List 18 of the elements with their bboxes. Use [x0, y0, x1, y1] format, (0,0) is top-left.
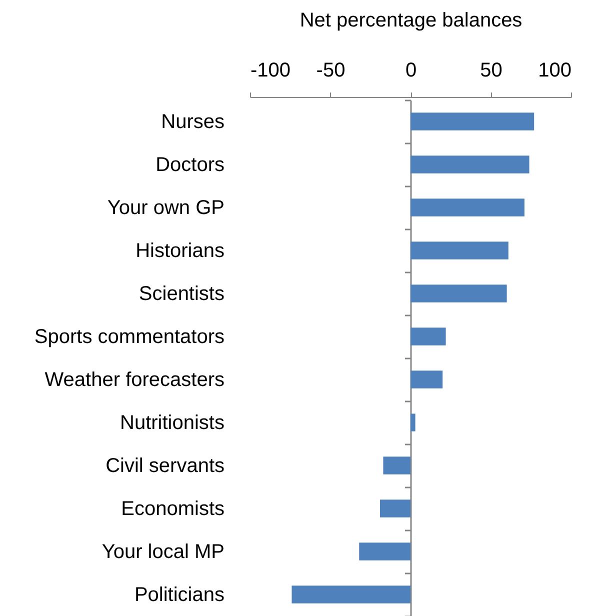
y-tick-label: Civil servants — [106, 455, 224, 477]
x-tick-label: 0 — [405, 60, 417, 82]
y-tick-label: Economists — [121, 498, 224, 520]
x-axis-title: Net percentage balances — [300, 10, 522, 32]
x-tick-label: 100 — [538, 60, 572, 82]
x-tick-label: -100 — [250, 60, 291, 82]
y-tick-label: Weather forecasters — [44, 369, 224, 391]
y-tick-label: Your local MP — [102, 541, 224, 563]
y-tick-label: Scientists — [138, 283, 224, 305]
y-tick-label: Historians — [136, 240, 224, 262]
y-tick-label: Sports commentators — [34, 326, 224, 348]
y-tick-label: Your own GP — [107, 197, 224, 219]
y-tick-label: Politicians — [134, 584, 224, 606]
y-tick-label: Nutritionists — [120, 412, 224, 434]
x-tick-label: 50 — [480, 60, 502, 82]
x-tick-label: -50 — [316, 60, 346, 82]
y-tick-label: Doctors — [156, 154, 224, 176]
y-tick-label: Nurses — [161, 111, 224, 133]
